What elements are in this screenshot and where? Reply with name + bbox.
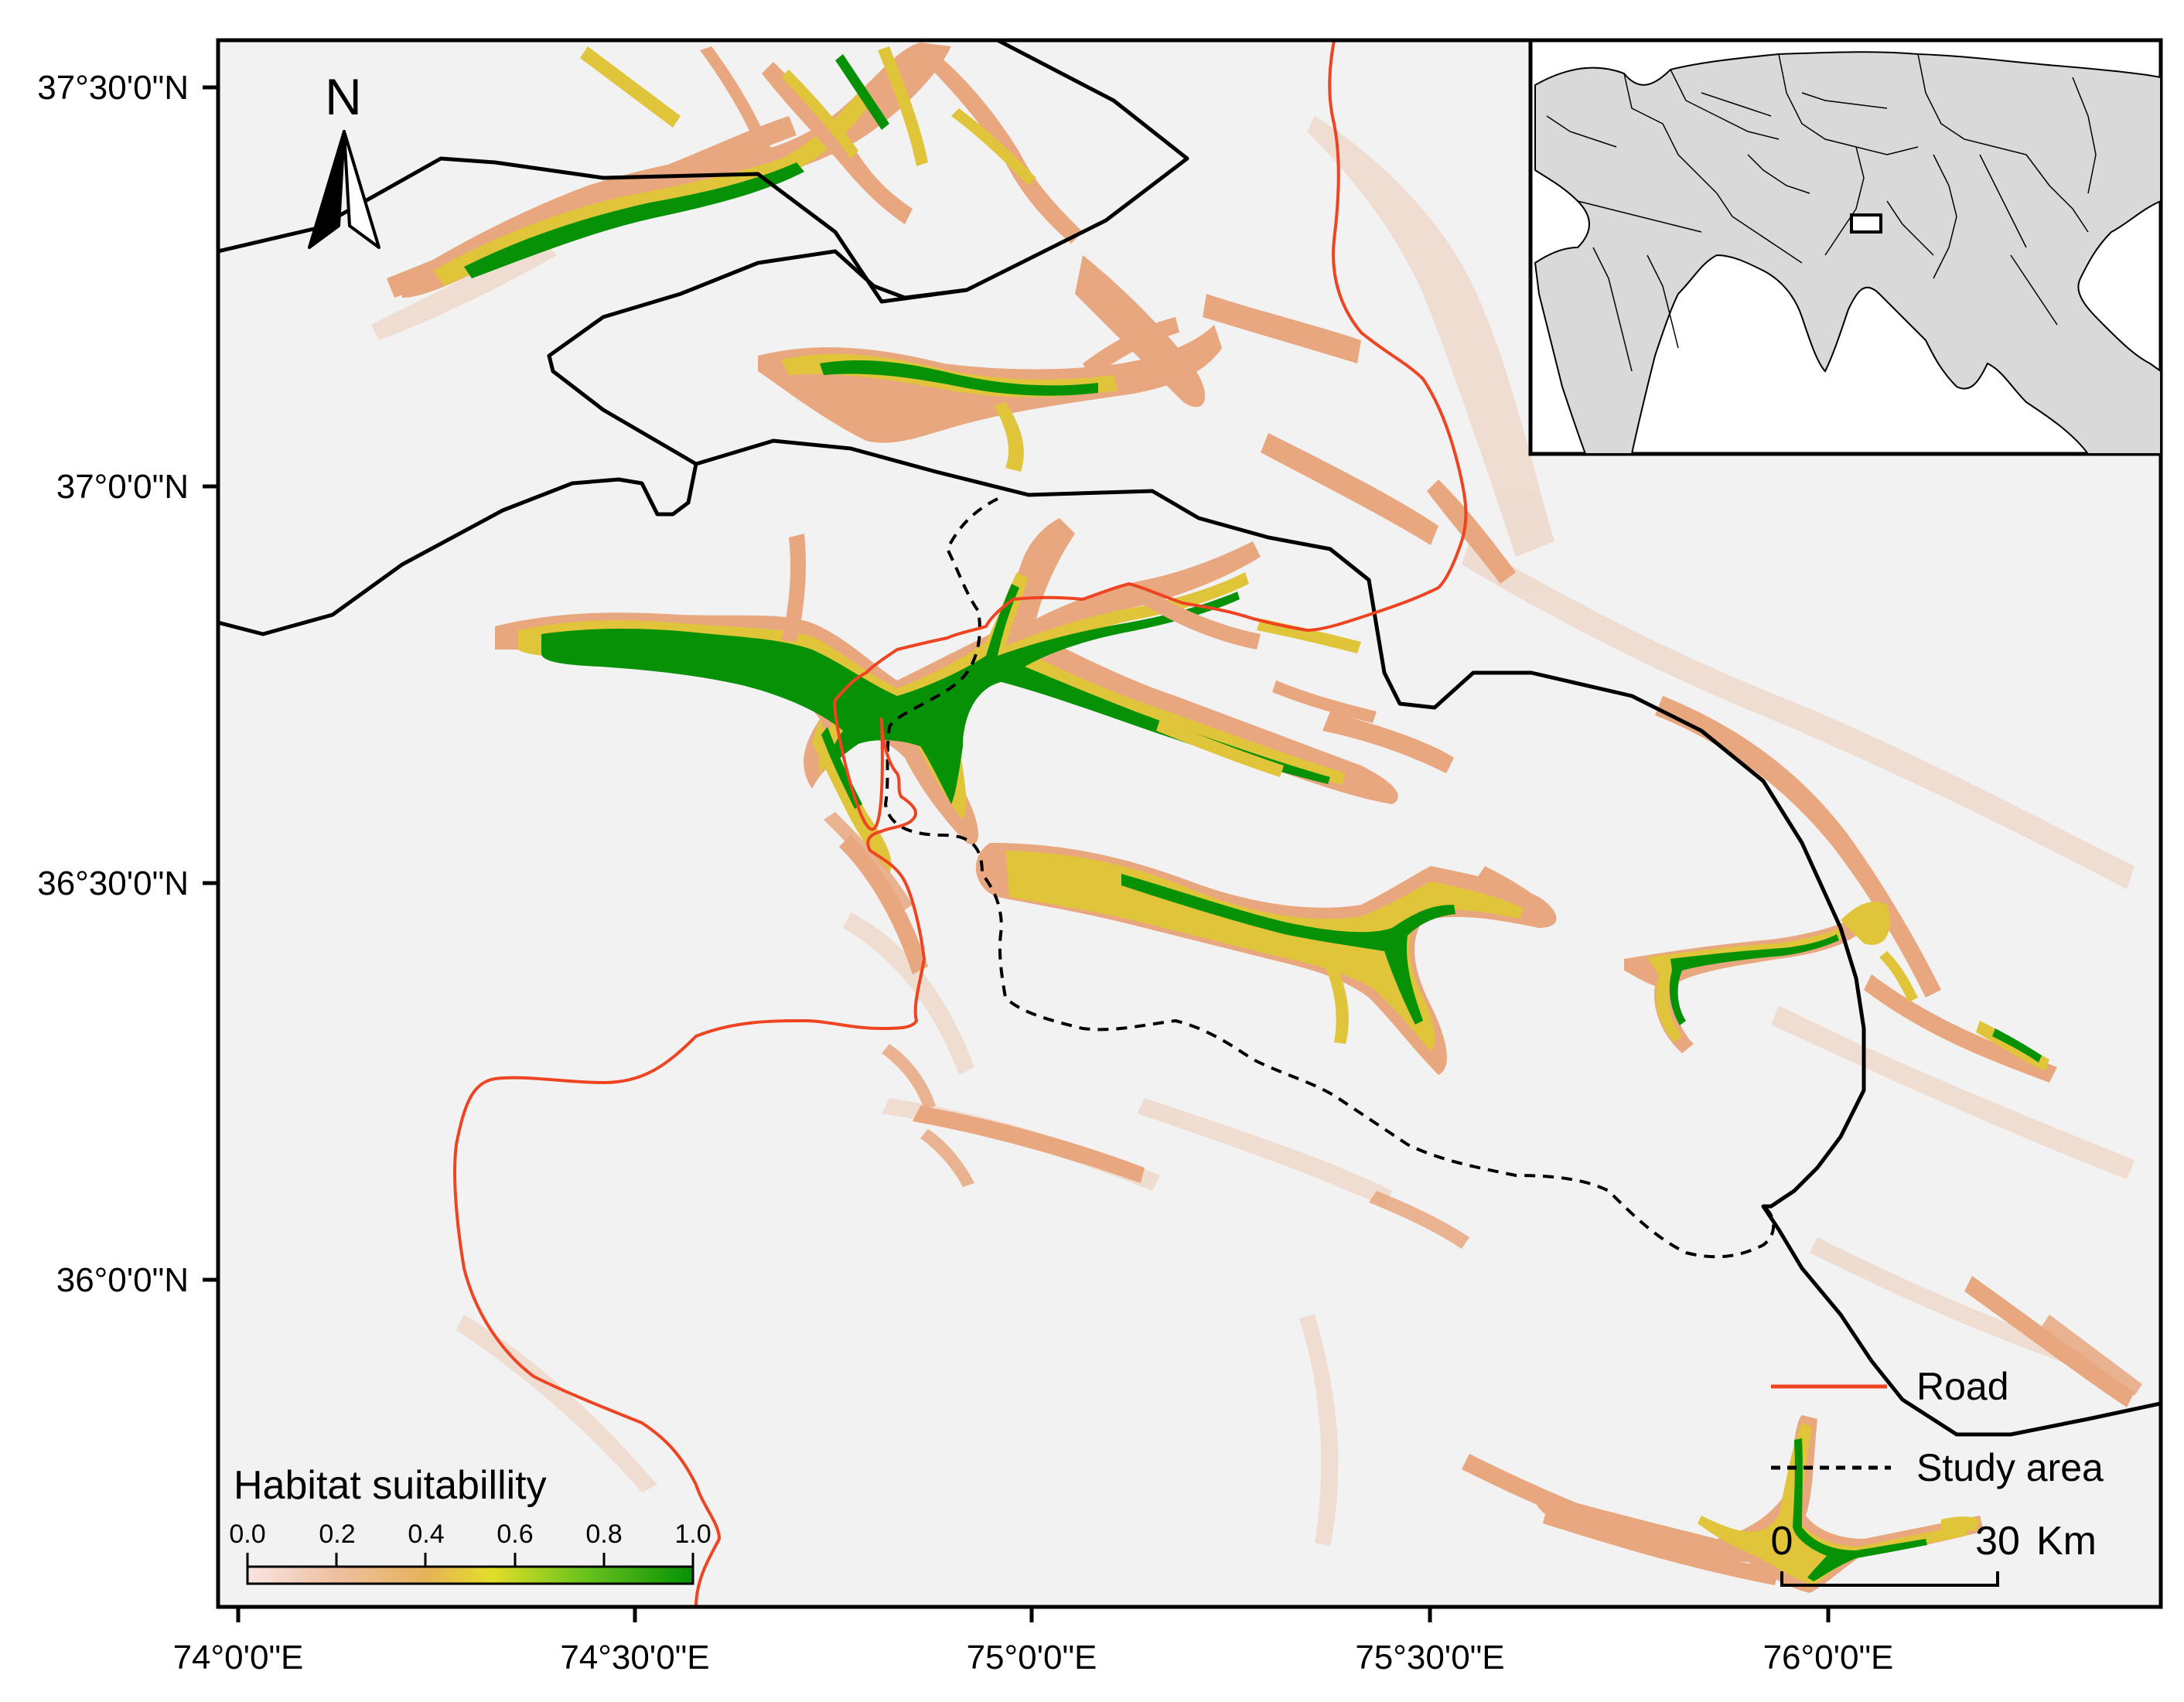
valley-central-main xyxy=(495,518,1398,874)
colorbar-tick-label-4: 0.8 xyxy=(585,1520,622,1549)
colorbar-bar xyxy=(246,1565,694,1585)
lon-label-7430: 74°30'0"E xyxy=(560,1639,709,1676)
inset-locator-map xyxy=(1528,38,2163,456)
valley-north-central xyxy=(758,317,1222,472)
suitability-raster xyxy=(371,43,2142,1593)
inset-country-borders xyxy=(1546,53,2097,372)
scale-start-label: 0 xyxy=(1771,1519,1793,1564)
colorbar-tick-label-0: 0.0 xyxy=(229,1520,265,1549)
colorbar-tick-label-5: 1.0 xyxy=(674,1520,711,1549)
lat-label-3630: 36°30'0"N xyxy=(37,865,189,902)
boundary-study-east xyxy=(695,438,2161,1437)
map-frame xyxy=(216,38,2163,1609)
admin-boundaries xyxy=(218,40,2161,1437)
colorbar-tick-label-1: 0.2 xyxy=(319,1520,355,1549)
road-line xyxy=(453,40,1468,1607)
lon-label-7600: 76°0'0"E xyxy=(1763,1639,1894,1676)
lon-label-7500: 75°0'0"E xyxy=(967,1639,1097,1676)
colorbar-tick-label-2: 0.4 xyxy=(408,1520,444,1549)
north-label: N xyxy=(325,68,362,125)
colorbar-ticks xyxy=(246,1553,694,1567)
lat-label-3730: 37°30'0"N xyxy=(37,69,189,107)
scale-end-label: 30 xyxy=(1975,1519,2020,1564)
lat-label-3700: 37°0'0"N xyxy=(56,468,189,506)
inset-study-locator xyxy=(1850,213,1882,234)
valley-south-east xyxy=(1535,1415,1984,1593)
axis-ticks xyxy=(203,85,1831,1622)
study-area-legend-label: Study area xyxy=(1916,1446,2104,1489)
boundary-north-west xyxy=(218,40,1189,304)
line-legend: Road Study area xyxy=(1771,1365,2104,1489)
scale-unit-label: Km xyxy=(2036,1519,2097,1564)
inset-landmass xyxy=(1534,51,2161,454)
north-arrow-icon: N xyxy=(308,68,380,249)
valley-south-central xyxy=(975,843,1557,1075)
colorbar-legend: Habitat suitabillity 0.0 0.2 0.4 0.6 0.8… xyxy=(229,1463,712,1585)
colorbar-title: Habitat suitabillity xyxy=(234,1463,547,1508)
lon-label-7530: 75°30'0"E xyxy=(1355,1639,1504,1676)
valley-north-west xyxy=(402,43,1083,298)
valley-east xyxy=(1624,902,2049,1071)
colorbar-tick-label-3: 0.6 xyxy=(497,1520,533,1549)
boundary-inner-north xyxy=(218,249,967,636)
minor-patches xyxy=(824,812,2142,1396)
scale-bar: 0 30 Km xyxy=(1771,1519,2097,1587)
lon-label-7400: 74°0'0"E xyxy=(173,1639,304,1676)
road-legend-label: Road xyxy=(1916,1365,2009,1408)
lat-label-3600: 36°0'0"N xyxy=(56,1261,189,1299)
